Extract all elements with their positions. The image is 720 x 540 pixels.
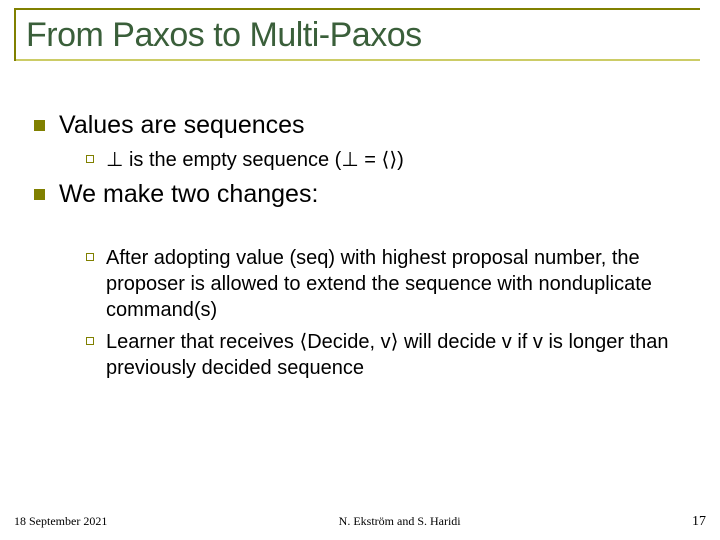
square-bullet-icon	[34, 189, 45, 200]
title-container: From Paxos to Multi-Paxos	[14, 8, 700, 61]
bullet-level2: ⊥ is the empty sequence (⊥ = ⟨⟩)	[86, 147, 690, 173]
hollow-square-bullet-icon	[86, 253, 94, 261]
bullet-text: ⊥ is the empty sequence (⊥ = ⟨⟩)	[106, 147, 404, 173]
footer: 18 September 2021 N. Ekström and S. Hari…	[14, 514, 706, 530]
footer-authors: N. Ekström and S. Haridi	[339, 514, 461, 529]
bullet-text: We make two changes:	[59, 179, 318, 210]
title-rule-inner: From Paxos to Multi-Paxos	[16, 16, 700, 61]
bullet-text: After adopting value (seq) with highest …	[106, 245, 690, 323]
bullet-level2: After adopting value (seq) with highest …	[86, 245, 690, 323]
square-bullet-icon	[34, 120, 45, 131]
footer-page-number: 17	[692, 514, 706, 530]
hollow-square-bullet-icon	[86, 337, 94, 345]
footer-date: 18 September 2021	[14, 514, 107, 529]
bullet-text: Learner that receives ⟨Decide, v⟩ will d…	[106, 329, 690, 381]
bullet-text: Values are sequences	[59, 110, 305, 141]
bullet-level2: Learner that receives ⟨Decide, v⟩ will d…	[86, 329, 690, 381]
bullet-level1: Values are sequences	[34, 110, 690, 141]
hollow-square-bullet-icon	[86, 155, 94, 163]
slide-title: From Paxos to Multi-Paxos	[26, 16, 700, 55]
bullet-level1: We make two changes:	[34, 179, 690, 210]
content-area: Values are sequences ⊥ is the empty sequ…	[34, 110, 690, 387]
spacer	[34, 217, 690, 245]
title-rule-outer: From Paxos to Multi-Paxos	[14, 8, 700, 61]
